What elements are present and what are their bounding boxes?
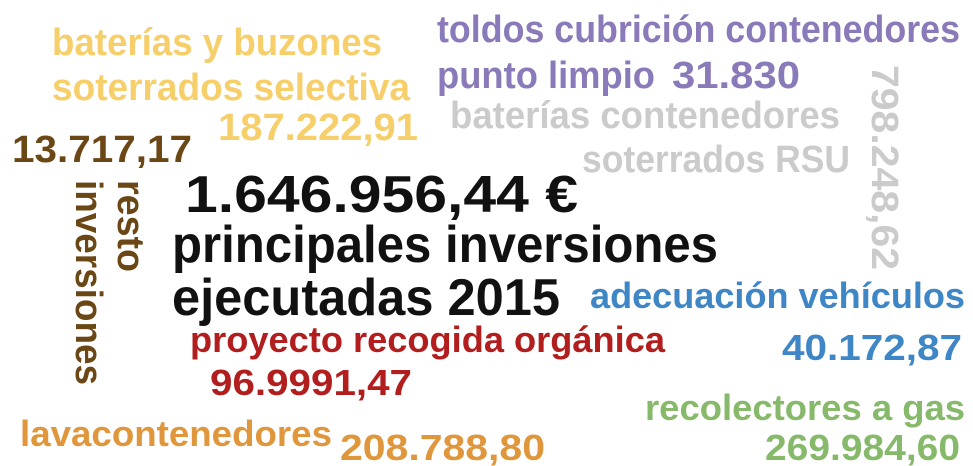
label: recolectores a gas — [645, 387, 965, 428]
value: 798.248,62 — [863, 65, 905, 270]
value: 31.830 — [672, 55, 800, 97]
value: 40.172,87 — [782, 327, 962, 368]
label: adecuación vehículos — [590, 275, 965, 316]
label: punto limpio — [437, 55, 655, 97]
label: resto — [109, 180, 151, 272]
value: 187.222,91 — [218, 107, 418, 149]
label: soterrados selectiva — [52, 67, 411, 109]
label: baterías contenedores — [450, 95, 840, 137]
value: 269.984,60 — [765, 427, 960, 466]
title: principales inversiones — [172, 216, 718, 274]
title: ejecutadas 2015 — [172, 269, 560, 327]
value: 208.788,80 — [340, 427, 545, 466]
value: 13.717,17 — [12, 129, 192, 171]
label: inversiones — [67, 180, 109, 385]
label: lavacontenedores — [20, 413, 332, 454]
label: proyecto recogida orgánica — [190, 319, 666, 360]
total: 1.646.956,44 € — [185, 166, 578, 224]
label: soterrados RSU — [582, 139, 850, 181]
value: 96.9991,47 — [210, 362, 412, 403]
label: baterías y buzones — [52, 22, 382, 64]
label: toldos cubrición contenedores — [437, 9, 960, 51]
